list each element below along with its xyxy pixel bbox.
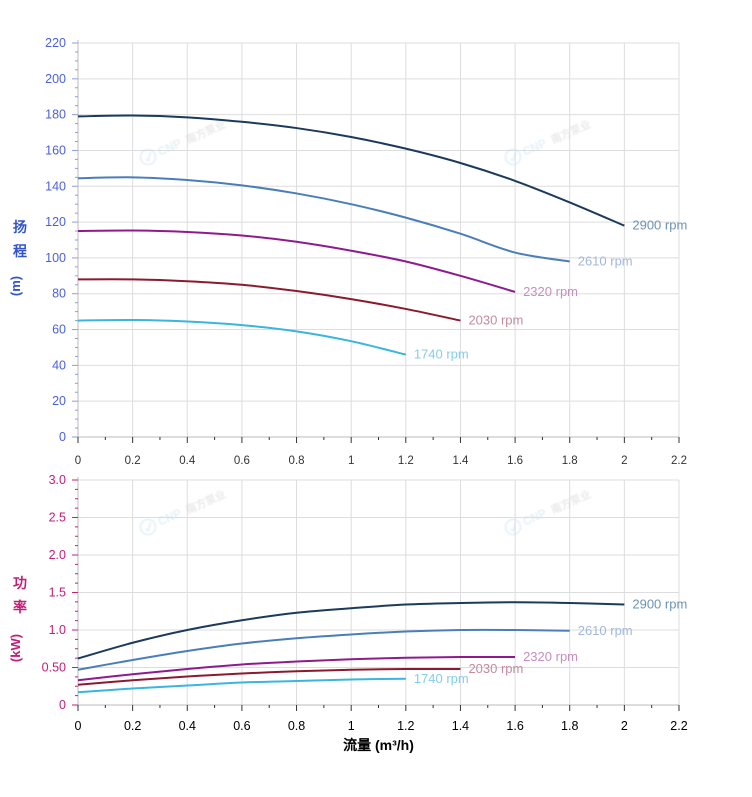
svg-text:0.8: 0.8: [288, 719, 305, 733]
svg-text:0.6: 0.6: [234, 455, 250, 467]
svg-text:扬: 扬: [13, 219, 27, 235]
svg-text:0.4: 0.4: [179, 719, 196, 733]
svg-text:2320 rpm: 2320 rpm: [523, 284, 578, 299]
svg-text:率: 率: [13, 599, 27, 615]
svg-text:0: 0: [59, 698, 66, 712]
svg-text:180: 180: [45, 108, 66, 122]
svg-text:功: 功: [13, 575, 27, 591]
svg-text:1.2: 1.2: [398, 455, 414, 467]
svg-text:1.5: 1.5: [49, 586, 66, 600]
svg-text:0.4: 0.4: [179, 455, 196, 467]
svg-text:0: 0: [75, 455, 81, 467]
svg-text:2: 2: [621, 719, 628, 733]
svg-text:2320 rpm: 2320 rpm: [523, 649, 578, 664]
svg-text:40: 40: [52, 358, 66, 372]
svg-text:120: 120: [45, 215, 66, 229]
svg-text:1.8: 1.8: [561, 719, 578, 733]
svg-text:2.2: 2.2: [670, 719, 687, 733]
svg-text:1740 rpm: 1740 rpm: [414, 347, 469, 362]
svg-text:(kW): (kW): [8, 634, 23, 662]
svg-text:流量 (m³/h): 流量 (m³/h): [343, 737, 414, 753]
svg-text:1: 1: [348, 719, 355, 733]
svg-text:1.8: 1.8: [562, 455, 578, 467]
svg-text:2: 2: [621, 455, 627, 467]
svg-text:0.8: 0.8: [289, 455, 305, 467]
svg-text:1740 rpm: 1740 rpm: [414, 671, 469, 686]
svg-text:(m): (m): [8, 276, 23, 296]
svg-text:2.5: 2.5: [49, 511, 66, 525]
svg-text:2900 rpm: 2900 rpm: [632, 218, 687, 233]
svg-text:2900 rpm: 2900 rpm: [632, 597, 687, 612]
svg-text:0.2: 0.2: [125, 455, 141, 467]
svg-text:60: 60: [52, 323, 66, 337]
svg-text:80: 80: [52, 287, 66, 301]
svg-text:2.2: 2.2: [671, 455, 687, 467]
svg-text:140: 140: [45, 179, 66, 193]
svg-text:2610 rpm: 2610 rpm: [578, 623, 633, 638]
svg-text:0: 0: [59, 430, 66, 444]
svg-text:1.6: 1.6: [507, 455, 523, 467]
svg-text:160: 160: [45, 143, 66, 157]
svg-text:程: 程: [13, 243, 27, 259]
svg-text:2.0: 2.0: [49, 548, 66, 562]
svg-text:1: 1: [348, 455, 354, 467]
svg-text:220: 220: [45, 36, 66, 50]
svg-text:0.2: 0.2: [124, 719, 141, 733]
svg-text:2610 rpm: 2610 rpm: [578, 253, 633, 268]
svg-text:1.2: 1.2: [397, 719, 414, 733]
svg-text:2030 rpm: 2030 rpm: [468, 313, 523, 328]
svg-text:3.0: 3.0: [49, 473, 66, 487]
svg-text:2030 rpm: 2030 rpm: [468, 661, 523, 676]
svg-text:0: 0: [75, 719, 82, 733]
svg-text:0.50: 0.50: [42, 661, 66, 675]
svg-text:1.6: 1.6: [506, 719, 523, 733]
svg-text:200: 200: [45, 72, 66, 86]
svg-text:1.4: 1.4: [452, 719, 469, 733]
svg-text:0.6: 0.6: [233, 719, 250, 733]
svg-text:1.0: 1.0: [49, 623, 66, 637]
svg-text:100: 100: [45, 251, 66, 265]
svg-text:1.4: 1.4: [452, 455, 469, 467]
svg-text:20: 20: [52, 394, 66, 408]
